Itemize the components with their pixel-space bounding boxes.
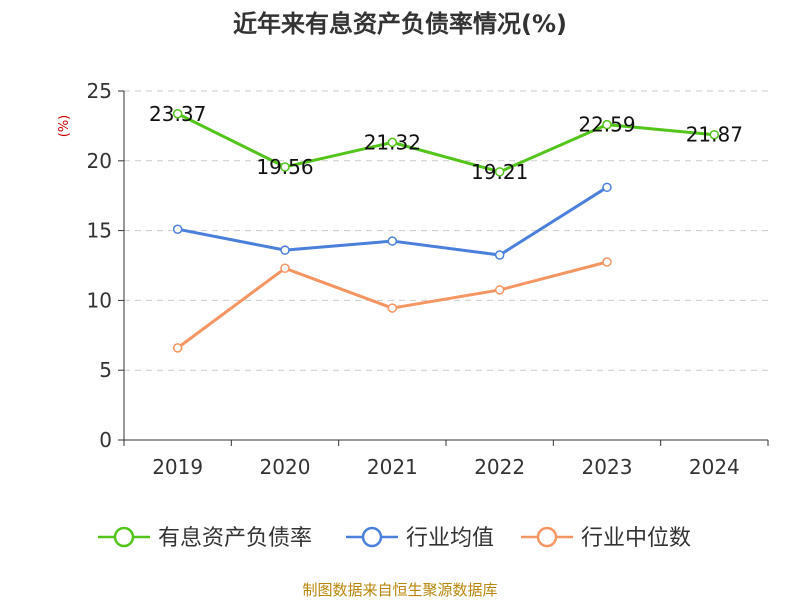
legend-label: 行业中位数 xyxy=(581,526,691,551)
x-tick-label: 2023 xyxy=(582,455,633,479)
axes: 0 5 10 15 20 25 2019 2020 2021 2022 2023 2024 xyxy=(87,79,769,479)
y-tick-label: 15 xyxy=(87,219,112,243)
y-tick-label: 0 xyxy=(99,428,112,452)
chart-title: 近年来有息资产负债率情况(%) xyxy=(233,10,567,38)
y-axis-label: (%) xyxy=(57,115,72,138)
y-tick-label: 10 xyxy=(87,288,112,312)
source-note: 制图数据来自恒生聚源数据库 xyxy=(302,581,497,599)
legend-swatch-marker xyxy=(361,526,383,548)
x-tick-label: 2021 xyxy=(367,455,418,479)
data-point[interactable] xyxy=(602,119,612,130)
data-label: 21.87 xyxy=(686,123,743,147)
grid-lines xyxy=(124,90,768,371)
data-point[interactable] xyxy=(172,343,183,353)
data-labels: 23.37 19.56 21.32 19.21 22.59 21.87 xyxy=(149,102,743,184)
data-point[interactable] xyxy=(602,182,612,193)
legend-swatch-marker xyxy=(536,526,558,548)
series-lines xyxy=(172,109,720,353)
data-point[interactable] xyxy=(172,224,183,234)
y-tick-label: 5 xyxy=(99,358,112,382)
data-label: 19.56 xyxy=(256,155,313,179)
x-tick-label: 2024 xyxy=(689,455,740,479)
data-point[interactable] xyxy=(280,162,290,172)
x-tick-label: 2022 xyxy=(474,455,525,479)
legend-item[interactable]: 有息资产负债率 xyxy=(98,526,312,551)
data-point[interactable] xyxy=(172,109,183,119)
data-label: 22.59 xyxy=(578,113,635,137)
y-tick-label: 20 xyxy=(87,149,112,173)
data-label: 23.37 xyxy=(149,102,206,126)
data-point[interactable] xyxy=(602,257,612,267)
legend-swatch-marker xyxy=(113,526,135,548)
legend-label: 有息资产负债率 xyxy=(158,526,312,551)
legend-item[interactable]: 行业均值 xyxy=(346,526,494,551)
data-point[interactable] xyxy=(280,263,290,274)
data-point[interactable] xyxy=(387,303,398,313)
data-point[interactable] xyxy=(280,245,290,255)
data-point[interactable] xyxy=(494,167,505,177)
y-tick-label: 25 xyxy=(87,79,112,103)
x-tick-label: 2020 xyxy=(260,455,311,479)
legend[interactable]: 有息资产负债率 行业均值 行业中位数 xyxy=(98,526,691,551)
data-point[interactable] xyxy=(709,129,720,140)
data-label: 19.21 xyxy=(471,160,528,184)
data-point[interactable] xyxy=(494,250,505,260)
data-point[interactable] xyxy=(387,137,398,148)
x-tick-label: 2019 xyxy=(152,455,203,479)
legend-item[interactable]: 行业中位数 xyxy=(521,526,691,551)
data-label: 21.32 xyxy=(364,130,421,154)
data-point[interactable] xyxy=(494,285,505,295)
data-point[interactable] xyxy=(387,236,398,246)
legend-label: 行业均值 xyxy=(406,526,494,551)
series-line xyxy=(177,112,715,174)
